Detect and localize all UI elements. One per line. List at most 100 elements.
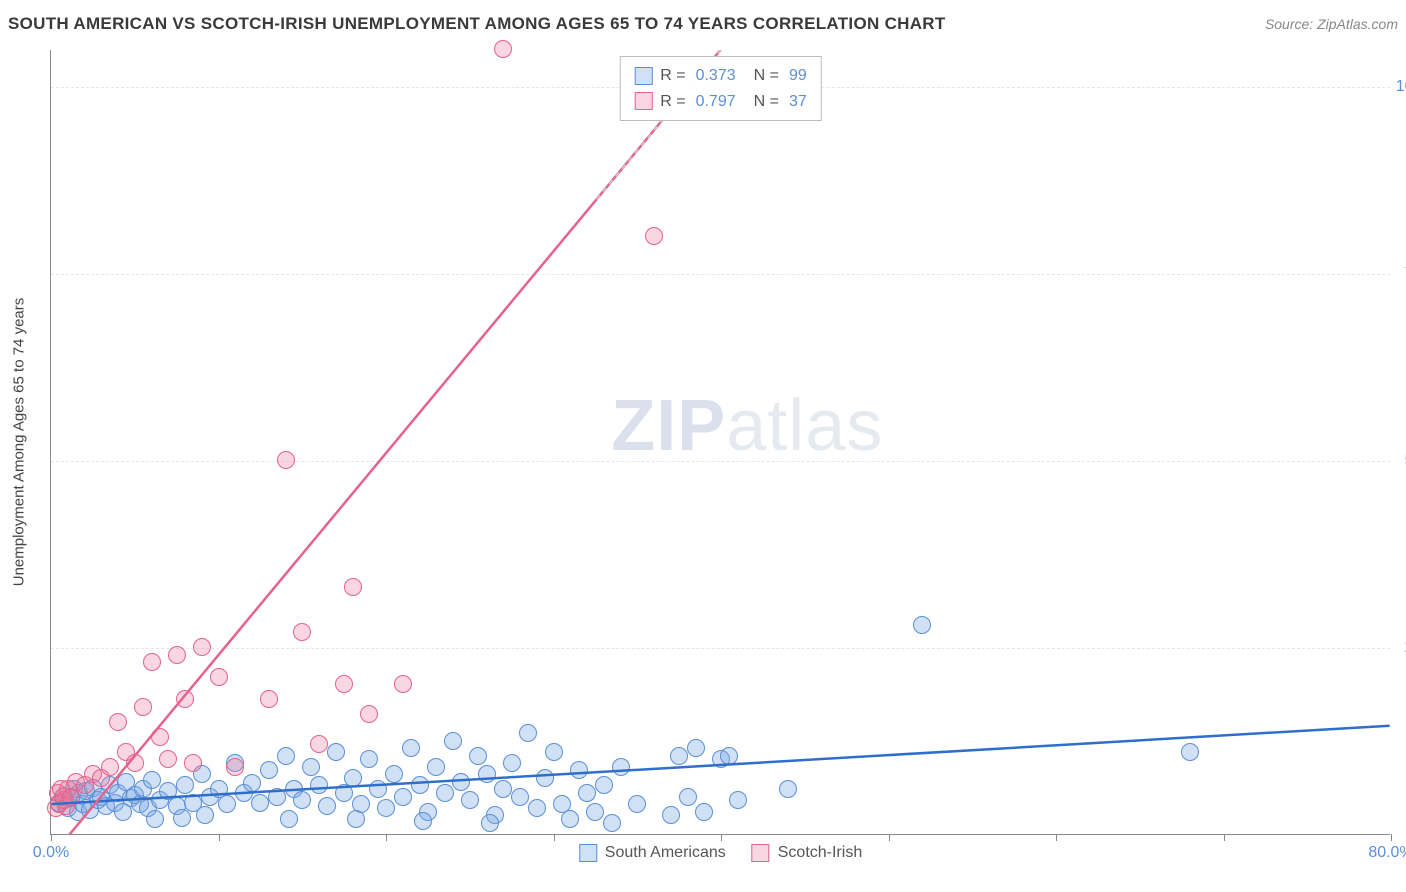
scatter-point xyxy=(369,780,387,798)
scatter-point xyxy=(528,799,546,817)
scatter-point xyxy=(268,788,286,806)
scatter-point xyxy=(402,739,420,757)
legend-row: R =0.373N =99 xyxy=(634,63,807,89)
scatter-point xyxy=(327,743,345,761)
scatter-point xyxy=(612,758,630,776)
scatter-point xyxy=(662,806,680,824)
scatter-point xyxy=(679,788,697,806)
scatter-point xyxy=(146,810,164,828)
trend-lines xyxy=(51,50,1390,834)
y-tick-label: 100.0% xyxy=(1395,78,1406,96)
x-tick xyxy=(554,834,555,841)
scatter-point xyxy=(277,451,295,469)
scatter-point xyxy=(310,735,328,753)
x-tick xyxy=(219,834,220,841)
scatter-point xyxy=(293,791,311,809)
legend-swatch xyxy=(634,67,652,85)
scatter-point xyxy=(595,776,613,794)
scatter-point xyxy=(436,784,454,802)
scatter-point xyxy=(143,653,161,671)
x-tick xyxy=(1391,834,1392,841)
scatter-point xyxy=(687,739,705,757)
x-tick xyxy=(386,834,387,841)
legend-swatch xyxy=(752,844,770,862)
scatter-point xyxy=(360,705,378,723)
plot-area: Unemployment Among Ages 65 to 74 years Z… xyxy=(50,50,1390,835)
scatter-point xyxy=(461,791,479,809)
scatter-point xyxy=(511,788,529,806)
legend-n-value: 99 xyxy=(789,63,807,89)
legend-row: R = 0.797 N = 37 xyxy=(634,89,807,115)
legend-r-label: R = xyxy=(660,63,685,89)
scatter-point xyxy=(134,698,152,716)
scatter-point xyxy=(411,776,429,794)
chart-title: SOUTH AMERICAN VS SCOTCH-IRISH UNEMPLOYM… xyxy=(8,14,946,34)
scatter-point xyxy=(481,814,499,832)
scatter-point xyxy=(310,776,328,794)
y-tick-label: 25.0% xyxy=(1395,639,1406,657)
scatter-point xyxy=(427,758,445,776)
scatter-point xyxy=(444,732,462,750)
scatter-point xyxy=(302,758,320,776)
scatter-point xyxy=(344,769,362,787)
scatter-point xyxy=(168,646,186,664)
scatter-point xyxy=(173,809,191,827)
scatter-point xyxy=(545,743,563,761)
legend-item-label: Scotch-Irish xyxy=(778,844,862,862)
scatter-point xyxy=(251,794,269,812)
scatter-point xyxy=(260,690,278,708)
scatter-point xyxy=(478,765,496,783)
legend-item: Scotch-Irish xyxy=(752,844,862,862)
scatter-point xyxy=(318,797,336,815)
source-label: Source: ZipAtlas.com xyxy=(1265,16,1398,32)
x-tick xyxy=(1224,834,1225,841)
legend-n-label: N = xyxy=(754,89,779,115)
scatter-point xyxy=(1181,743,1199,761)
x-tick-label: 80.0% xyxy=(1368,844,1406,862)
scatter-point xyxy=(109,713,127,731)
scatter-point xyxy=(561,810,579,828)
scatter-point xyxy=(586,803,604,821)
scatter-point xyxy=(670,747,688,765)
scatter-point xyxy=(260,761,278,779)
legend-r-value: 0.797 xyxy=(696,89,736,115)
x-tick xyxy=(721,834,722,841)
scatter-point xyxy=(226,758,244,776)
legend-series: South Americans Scotch-Irish xyxy=(579,844,862,862)
scatter-point xyxy=(101,758,119,776)
x-tick xyxy=(1056,834,1057,841)
scatter-point xyxy=(720,747,738,765)
scatter-point xyxy=(143,771,161,789)
scatter-point xyxy=(603,814,621,832)
scatter-point xyxy=(184,754,202,772)
y-tick-label: 50.0% xyxy=(1395,452,1406,470)
scatter-point xyxy=(452,773,470,791)
scatter-point xyxy=(414,812,432,830)
gridline xyxy=(51,461,1390,462)
legend-correlation: R = 0.373 N = 99R = 0.797 N = 37 xyxy=(619,56,822,121)
header: SOUTH AMERICAN VS SCOTCH-IRISH UNEMPLOYM… xyxy=(8,14,1398,34)
legend-item-label: South Americans xyxy=(605,844,726,862)
scatter-point xyxy=(779,780,797,798)
x-tick xyxy=(889,834,890,841)
scatter-point xyxy=(277,747,295,765)
scatter-point xyxy=(469,747,487,765)
scatter-point xyxy=(645,227,663,245)
scatter-point xyxy=(159,750,177,768)
legend-swatch xyxy=(634,92,652,110)
scatter-point xyxy=(196,806,214,824)
scatter-point xyxy=(394,675,412,693)
legend-r-value: 0.373 xyxy=(696,63,736,89)
scatter-point xyxy=(360,750,378,768)
scatter-point xyxy=(394,788,412,806)
legend-swatch xyxy=(579,844,597,862)
scatter-point xyxy=(377,799,395,817)
legend-n-value: 37 xyxy=(789,89,807,115)
scatter-point xyxy=(151,728,169,746)
scatter-point xyxy=(176,776,194,794)
gridline xyxy=(51,274,1390,275)
scatter-point xyxy=(519,724,537,742)
scatter-point xyxy=(126,754,144,772)
legend-r-label: R = xyxy=(660,89,685,115)
scatter-point xyxy=(280,810,298,828)
